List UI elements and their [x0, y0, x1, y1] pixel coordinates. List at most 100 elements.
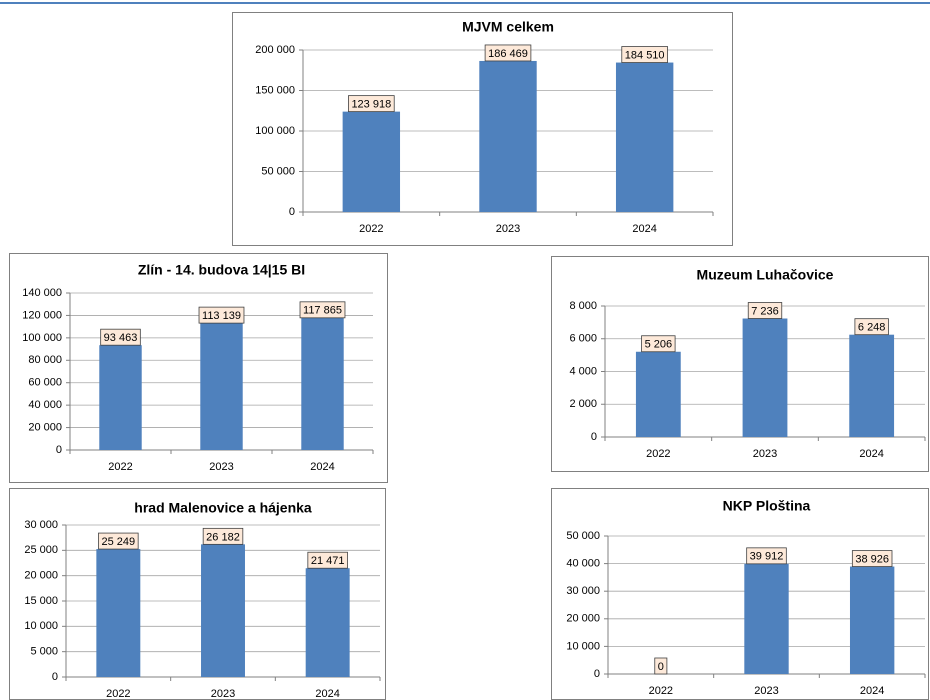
bar	[479, 60, 537, 212]
chart: MJVM celkem 0 50 000 100 000 150 000 200 000 2…	[232, 12, 733, 246]
y-tick-label: 30 000	[24, 519, 58, 531]
data-label: 38 926	[855, 553, 889, 565]
y-tick-label: 2 000	[569, 398, 597, 410]
x-tick-label: 2023	[753, 448, 777, 460]
data-label: 21 471	[311, 555, 345, 567]
x-tick-label: 2023	[211, 688, 235, 700]
bar	[200, 323, 243, 450]
data-label-box	[198, 306, 245, 324]
data-label-box	[621, 46, 668, 63]
y-tick-label: 50 000	[566, 530, 600, 542]
y-tick-label: 0	[591, 431, 597, 443]
x-tick-label: 2024	[315, 688, 339, 700]
bar	[635, 351, 681, 437]
bar	[96, 549, 141, 677]
x-tick-label: 2022	[106, 688, 130, 700]
y-tick-label: 60 000	[28, 377, 62, 389]
data-label-box	[348, 95, 395, 113]
x-tick-label: 2024	[860, 685, 884, 697]
x-tick-label: 2023	[496, 223, 520, 235]
bar	[615, 62, 674, 212]
bar	[305, 568, 350, 677]
y-tick-label: 100 000	[22, 332, 62, 344]
y-tick-label: 0	[594, 668, 600, 680]
data-label-box	[307, 551, 348, 569]
data-label: 26 182	[206, 531, 240, 543]
x-tick-label: 2022	[646, 448, 670, 460]
data-label: 113 139	[202, 310, 241, 322]
data-label: 39 912	[750, 551, 784, 563]
data-label: 117 865	[303, 305, 342, 317]
y-tick-label: 25 000	[24, 544, 58, 556]
y-tick-label: 15 000	[24, 595, 58, 607]
y-tick-label: 0	[52, 671, 58, 683]
y-tick-label: 30 000	[566, 585, 600, 597]
y-tick-label: 8 000	[569, 300, 597, 312]
data-label-box	[851, 550, 893, 567]
y-tick-label: 10 000	[24, 620, 58, 632]
y-tick-label: 40 000	[566, 558, 600, 570]
bar	[849, 566, 895, 674]
y-tick-label: 140 000	[22, 287, 62, 299]
y-tick-label: 120 000	[22, 309, 62, 321]
y-tick-label: 100 000	[255, 125, 295, 137]
y-tick-label: 0	[56, 444, 62, 456]
bar	[201, 544, 245, 677]
chart-title: NKP Ploština	[723, 498, 811, 514]
bar	[301, 317, 344, 450]
x-tick-label: 2022	[649, 685, 673, 697]
data-label-box	[746, 547, 787, 565]
data-label-box	[654, 657, 668, 675]
chart: hrad Malenovice a hájenka 0 5 000 10 000 15 …	[9, 488, 386, 700]
x-tick-label: 2024	[310, 461, 334, 473]
bar	[99, 345, 142, 450]
bar	[744, 563, 789, 674]
y-tick-label: 40 000	[28, 399, 62, 411]
chart: Muzeum Luhačovice 0 2 000 4 000 6 000 8 000 20…	[551, 256, 929, 472]
bar	[342, 111, 401, 212]
x-tick-label: 2024	[632, 223, 656, 235]
y-tick-label: 20 000	[24, 570, 58, 582]
data-label-box	[747, 302, 783, 319]
x-tick-label: 2024	[859, 448, 883, 460]
data-label: 25 249	[102, 536, 136, 548]
y-tick-label: 4 000	[569, 365, 597, 377]
chart-title: Zlín - 14. budova 14|15 BI	[138, 262, 305, 278]
data-label-box	[641, 335, 676, 353]
chart: NKP Ploština 0 10 000 20 000 30 000 40 000 50 …	[551, 488, 929, 700]
data-label-box	[299, 301, 346, 319]
chart: Zlín - 14. budova 14|15 BI 0 20 000 40 000 6…	[9, 253, 388, 483]
data-label: 0	[658, 661, 664, 673]
data-label: 93 463	[104, 332, 138, 344]
data-label-box	[98, 532, 139, 550]
chart-title: hrad Malenovice a hájenka	[134, 500, 312, 516]
data-label-box	[484, 44, 532, 62]
data-label: 7 236	[751, 305, 779, 317]
x-tick-label: 2023	[209, 461, 233, 473]
bar	[742, 318, 788, 437]
data-label: 6 248	[858, 322, 886, 334]
data-label-box	[100, 328, 141, 346]
y-tick-label: 5 000	[30, 646, 58, 658]
data-label-box	[202, 527, 244, 545]
x-tick-label: 2023	[754, 685, 778, 697]
x-tick-label: 2022	[108, 461, 132, 473]
chart-title: Muzeum Luhačovice	[697, 267, 834, 283]
x-tick-label: 2022	[359, 223, 383, 235]
y-tick-label: 0	[289, 206, 295, 218]
y-tick-label: 20 000	[28, 421, 62, 433]
y-tick-label: 200 000	[255, 44, 295, 56]
y-tick-label: 50 000	[261, 165, 295, 177]
data-label: 186 469	[488, 48, 528, 60]
bar	[849, 334, 895, 437]
data-label: 123 918	[351, 99, 391, 111]
data-label: 184 510	[625, 49, 665, 61]
data-label: 5 206	[645, 339, 673, 351]
y-tick-label: 80 000	[28, 354, 62, 366]
y-tick-label: 150 000	[255, 84, 295, 96]
chart-title: MJVM celkem	[462, 19, 554, 35]
y-tick-label: 6 000	[569, 333, 597, 345]
y-tick-label: 10 000	[566, 640, 600, 652]
y-tick-label: 20 000	[566, 613, 600, 625]
